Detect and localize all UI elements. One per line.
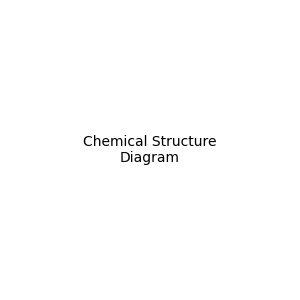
Text: Chemical Structure
Diagram: Chemical Structure Diagram bbox=[83, 135, 217, 165]
